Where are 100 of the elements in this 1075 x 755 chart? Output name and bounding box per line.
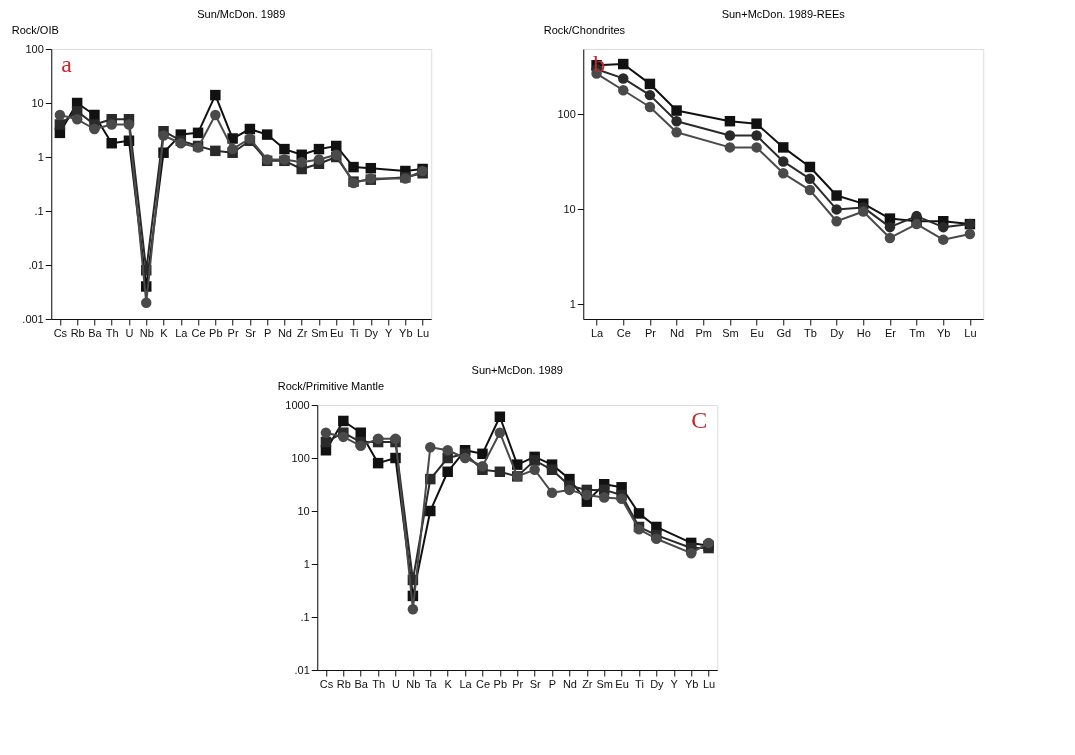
annotation: C [691, 407, 708, 433]
point [227, 143, 238, 155]
x-tick-label: Ce [191, 326, 206, 339]
chart-title: Sun/McDon. 1989 [197, 8, 286, 20]
x-tick-label: Pb [209, 326, 223, 339]
x-tick-label: K [160, 326, 169, 339]
point [54, 119, 66, 130]
point [425, 441, 436, 453]
x-tick-label: Eu [330, 326, 344, 339]
x-tick-label: Ba [354, 677, 369, 690]
point [296, 157, 307, 168]
point [338, 431, 349, 443]
x-tick-label: Nb [139, 326, 154, 339]
x-tick-label: Cs [319, 677, 334, 690]
x-tick-label: Ba [88, 326, 103, 339]
point [724, 130, 736, 141]
point [261, 129, 273, 140]
point [355, 440, 366, 452]
x-tick-label: Dy [830, 326, 845, 339]
x-tick-label: Sm [722, 326, 739, 339]
point [831, 190, 842, 201]
point [884, 232, 896, 244]
y-tick-label: .1 [34, 204, 44, 217]
x-tick-label: Eu [615, 677, 629, 690]
y-tick-label: 1000 [285, 398, 310, 411]
point [106, 137, 117, 149]
y-tick-label: 10 [297, 504, 310, 517]
point [372, 457, 384, 469]
point [210, 109, 221, 121]
point [313, 143, 325, 155]
x-tick-label: Gd [776, 326, 792, 339]
point [884, 221, 896, 233]
point [831, 216, 842, 227]
point [529, 455, 540, 466]
point [279, 143, 290, 155]
y-tick-label: 100 [291, 451, 310, 464]
x-tick-label: Yb [399, 326, 413, 339]
y-axis-title: Rock/OIB [11, 23, 59, 36]
x-tick-label: Yb [684, 677, 699, 690]
x-tick-label: Ce [616, 326, 631, 339]
point [858, 206, 869, 217]
point [320, 427, 332, 438]
point [938, 234, 949, 245]
y-tick-label: .1 [300, 610, 310, 623]
point [938, 221, 949, 233]
x-tick-label: U [125, 326, 134, 339]
x-tick-label: K [444, 677, 453, 690]
chart-title: Sun+McDon. 1989-REEs [721, 8, 846, 20]
point [477, 448, 488, 460]
x-tick-label: Tb [803, 326, 817, 339]
point [778, 142, 789, 153]
point [494, 466, 506, 477]
point [618, 58, 629, 70]
x-tick-label: Zr [297, 326, 308, 339]
x-tick-label: Pr [227, 326, 239, 339]
point [804, 161, 816, 173]
point [724, 142, 736, 153]
x-tick-label: Ti [349, 326, 359, 339]
point [494, 411, 506, 422]
x-tick-label: Tm [909, 326, 926, 339]
point [210, 89, 221, 101]
x-tick-label: Lu [702, 677, 716, 690]
x-tick-label: Nd [277, 326, 292, 339]
x-tick-label: Yb [937, 326, 951, 339]
point [778, 168, 789, 179]
point [598, 492, 610, 503]
point [581, 489, 593, 501]
x-tick-label: Pm [695, 326, 712, 339]
y-tick-label: .01 [28, 258, 44, 271]
point [355, 427, 366, 438]
y-tick-label: .01 [294, 663, 310, 676]
x-tick-label: Ce [475, 677, 490, 690]
x-tick-label: P [263, 326, 272, 339]
x-tick-label: Dy [364, 326, 379, 339]
x-tick-label: Nd [670, 326, 685, 339]
x-tick-label: Y [384, 326, 393, 339]
point [618, 73, 629, 84]
x-tick-label: Sm [596, 677, 613, 690]
x-tick-label: Pr [644, 326, 657, 339]
y-tick-label: .001 [22, 312, 44, 325]
y-tick-label: 10 [31, 96, 44, 109]
y-tick-label: 1 [303, 557, 310, 570]
point [313, 154, 325, 165]
x-tick-label: Zr [582, 677, 593, 690]
x-tick-label: Dy [650, 677, 665, 690]
point [442, 466, 453, 477]
point [671, 105, 682, 116]
x-tick-label: Ho [856, 326, 871, 339]
y-axis-title: Rock/Chondrites [543, 23, 626, 36]
x-tick-label: Nb [406, 677, 421, 690]
x-tick-label: P [548, 677, 557, 690]
point [633, 508, 645, 519]
point [644, 89, 656, 101]
y-tick-label: 10 [563, 202, 576, 215]
point [751, 130, 762, 141]
point [546, 487, 558, 499]
point [751, 142, 762, 153]
point [407, 604, 419, 615]
point [210, 145, 221, 157]
point [651, 533, 662, 544]
